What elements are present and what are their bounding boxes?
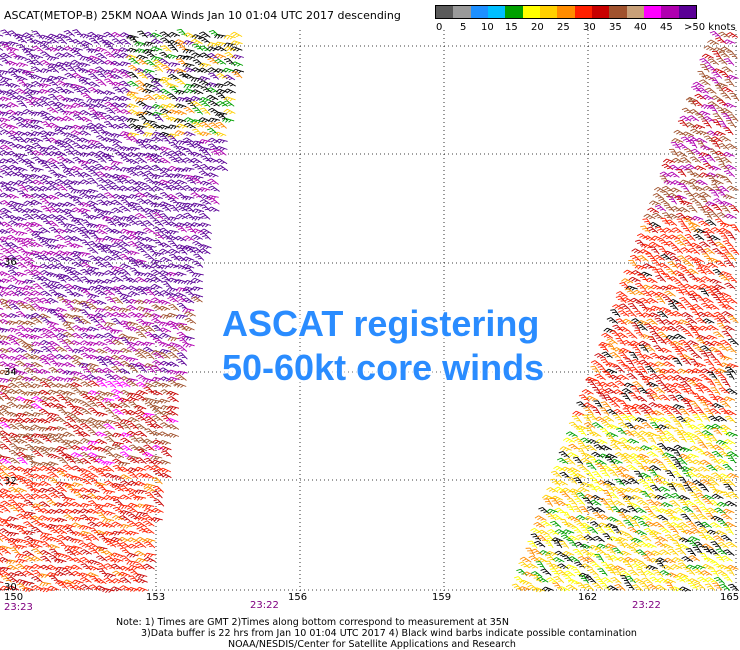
map-title: ASCAT(METOP-B) 25KM NOAA Winds Jan 10 01… xyxy=(4,9,401,22)
colorbar-segment xyxy=(591,6,610,18)
time-label-right: 23:22 xyxy=(632,600,661,611)
colorbar-segment xyxy=(626,6,644,18)
lat-label-32: 32 xyxy=(4,476,17,487)
lat-label-30: 30 xyxy=(4,582,17,593)
colorbar-segment xyxy=(678,6,696,18)
annotation-line-2: 50-60kt core winds xyxy=(222,347,545,388)
cb-label-40: 40 xyxy=(634,22,647,33)
lon-label-150: 150 xyxy=(4,592,23,603)
colorbar-segment xyxy=(643,6,662,18)
time-label-mid: 23:22 xyxy=(250,600,279,611)
colorbar-segment xyxy=(522,6,540,18)
colorbar-segment xyxy=(487,6,506,18)
lon-label-159: 159 xyxy=(432,592,451,603)
time-label-left: 23:23 xyxy=(4,602,33,613)
annotation-line-1: ASCAT registering xyxy=(222,303,540,344)
map-labels: 36 34 32 30 150 153 156 159 162 165 23:2… xyxy=(4,257,739,613)
lon-label-156: 156 xyxy=(288,592,307,603)
cb-label-50-knots: >50 knots xyxy=(684,22,736,33)
colorbar-segment xyxy=(609,6,627,18)
wind-barbs xyxy=(0,28,740,593)
lon-label-165: 165 xyxy=(720,592,739,603)
colorbar-segment xyxy=(557,6,575,18)
cb-label-45: 45 xyxy=(660,22,673,33)
cb-label-5: 5 xyxy=(460,22,467,33)
colorbar-segment xyxy=(470,6,488,18)
cb-label-0: 0 xyxy=(436,22,443,33)
footer-note-2: 3)Data buffer is 22 hrs from Jan 10 01:0… xyxy=(141,628,637,639)
colorbar-segment xyxy=(453,6,471,18)
cb-label-30: 30 xyxy=(583,22,596,33)
annotation-text: ASCAT registering 50-60kt core winds xyxy=(222,302,582,390)
colorbar-segment xyxy=(505,6,523,18)
footer-credit: NOAA/NESDIS/Center for Satellite Applica… xyxy=(228,639,516,650)
colorbar-segment xyxy=(539,6,558,18)
cb-label-20: 20 xyxy=(531,22,544,33)
cb-label-15: 15 xyxy=(505,22,518,33)
wind-speed-colorbar xyxy=(435,5,697,19)
cb-label-25: 25 xyxy=(557,22,570,33)
cb-label-10: 10 xyxy=(481,22,494,33)
footer-note-1: Note: 1) Times are GMT 2)Times along bot… xyxy=(116,617,509,628)
lon-label-162: 162 xyxy=(578,592,597,603)
colorbar-segment xyxy=(436,6,454,18)
cb-label-35: 35 xyxy=(609,22,622,33)
lat-label-36: 36 xyxy=(4,257,17,268)
lon-label-153: 153 xyxy=(146,592,165,603)
colorbar-segment xyxy=(574,6,592,18)
lat-label-34: 34 xyxy=(4,367,17,378)
colorbar-segment xyxy=(661,6,679,18)
